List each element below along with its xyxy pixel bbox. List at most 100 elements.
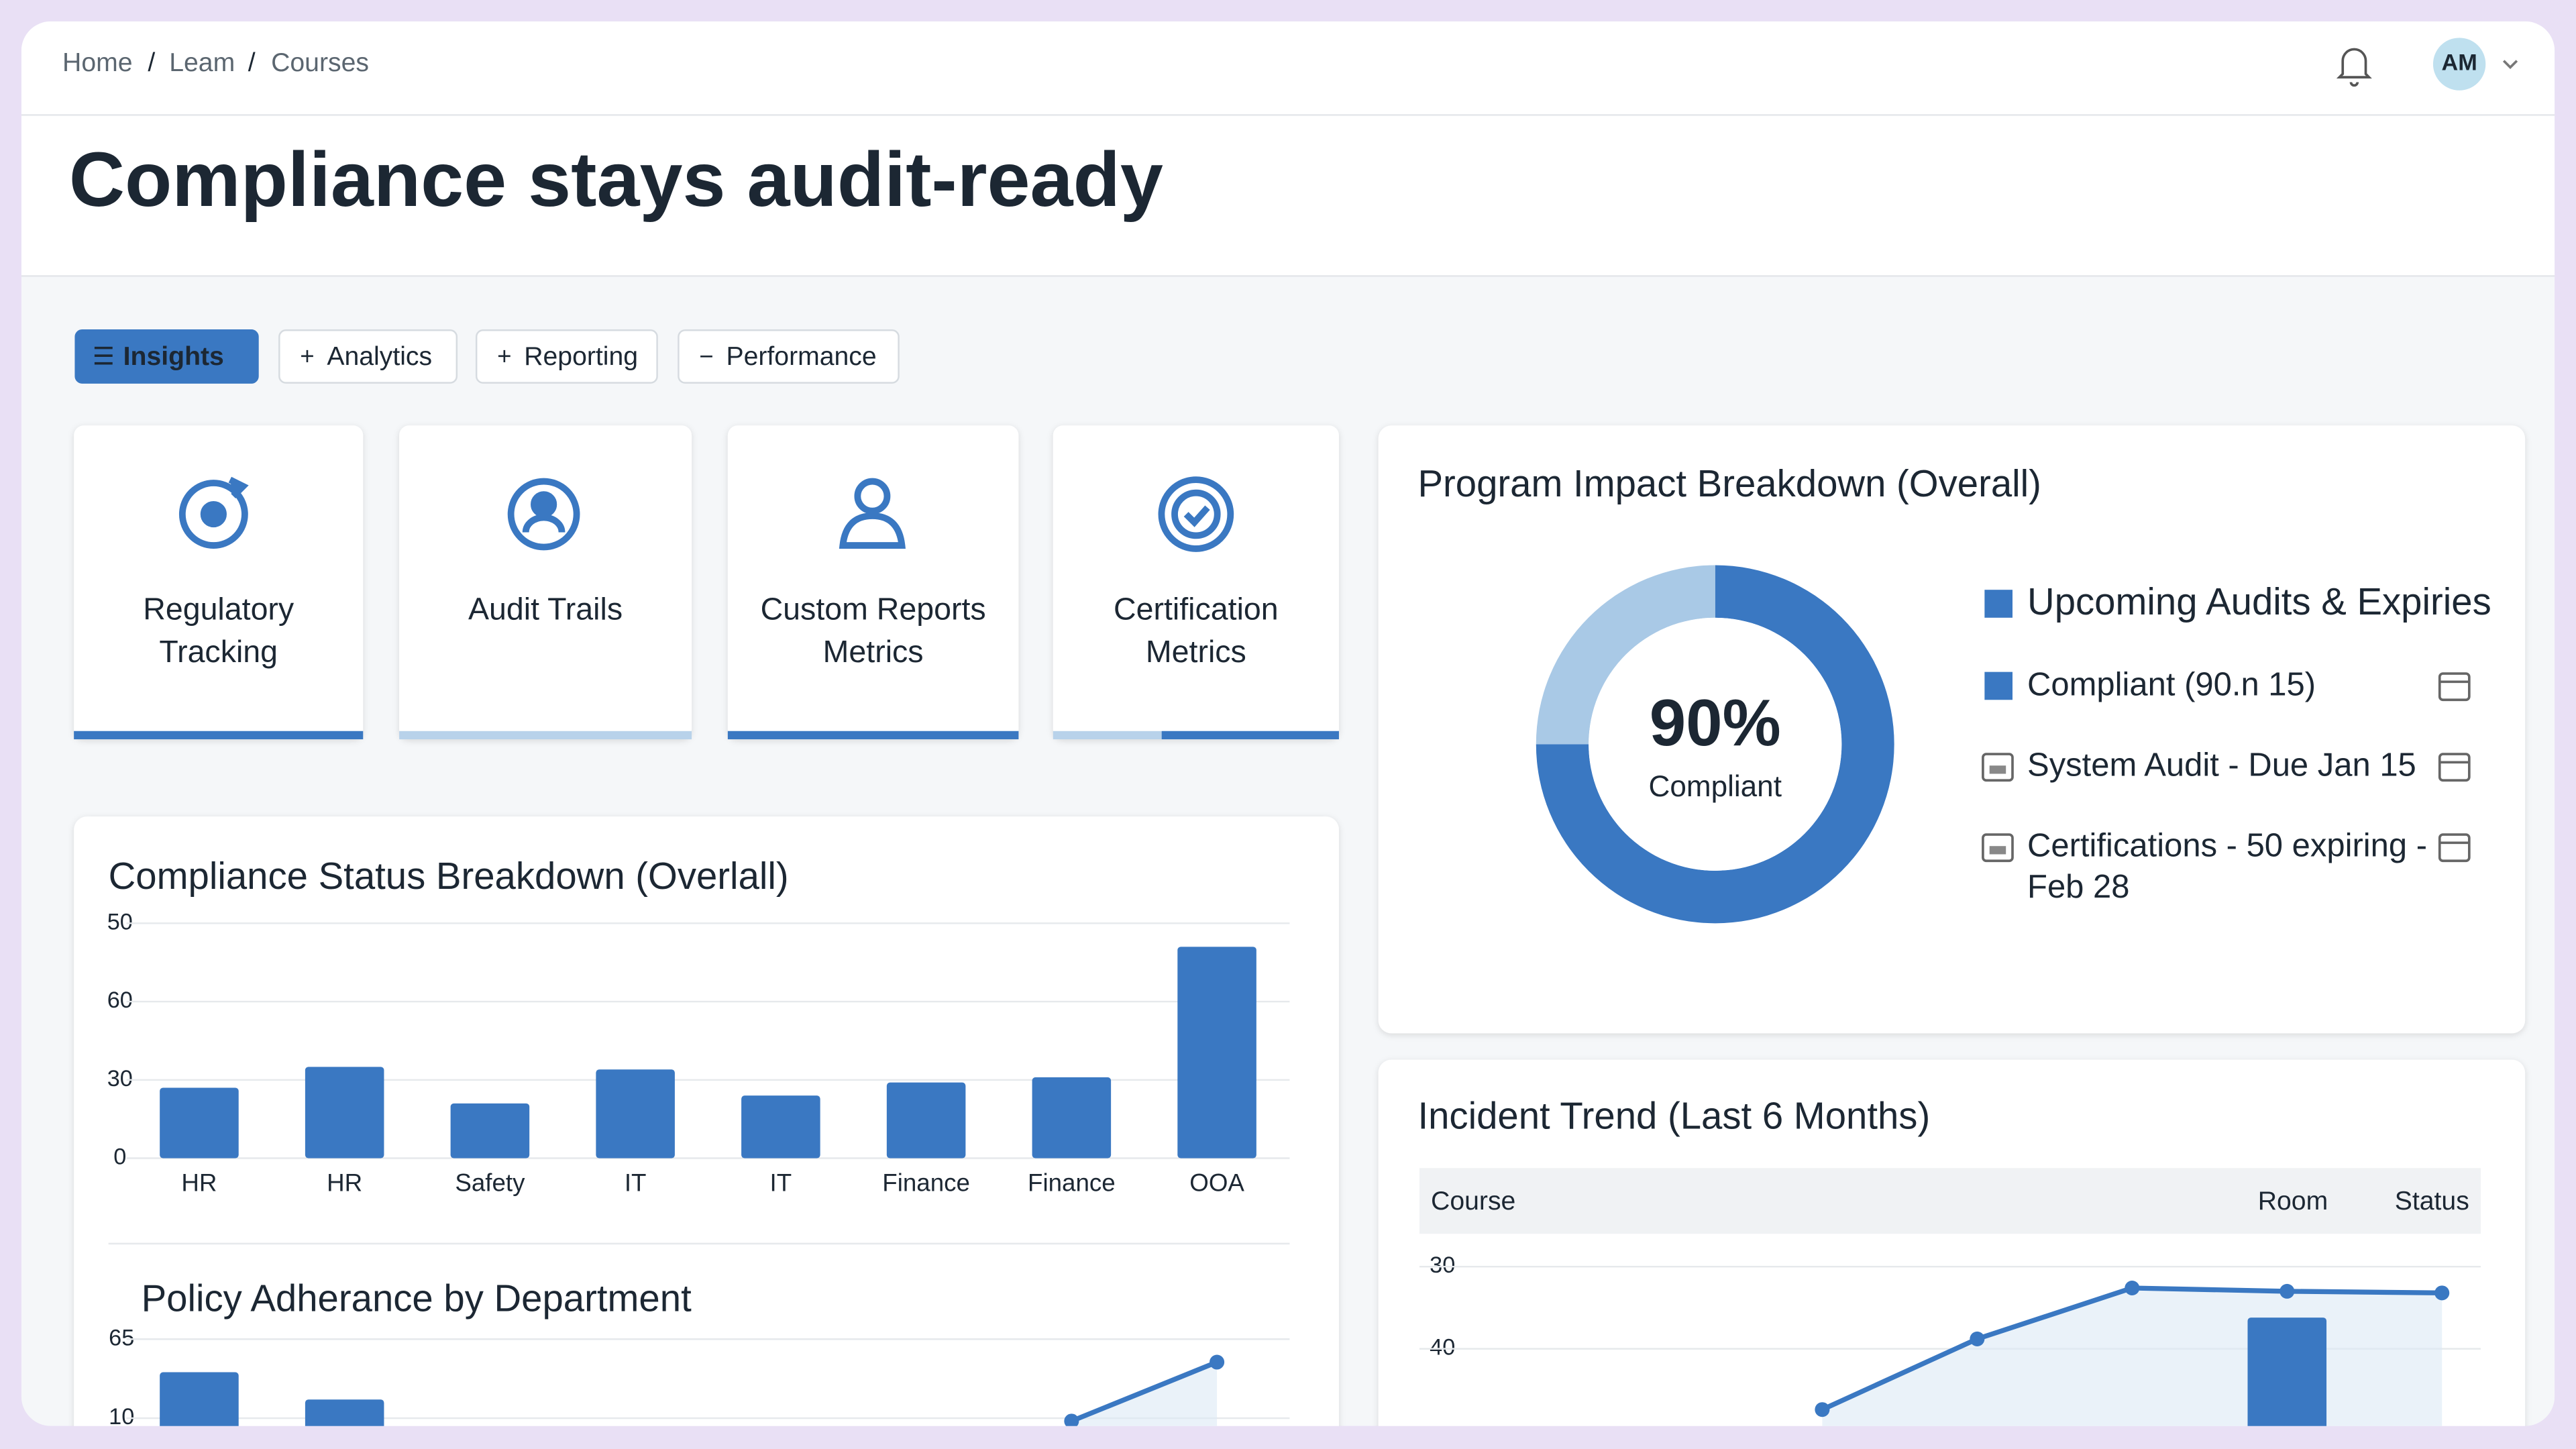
tab[interactable] (475, 329, 658, 384)
legend-swatch (1984, 672, 2012, 700)
progress-track (399, 731, 692, 740)
panel-title: Policy Adherance by Department (142, 1277, 692, 1319)
card[interactable] (74, 425, 364, 740)
bar (450, 1103, 530, 1159)
x-tick-label: Finance (1028, 1169, 1116, 1196)
calendar-button[interactable] (2438, 672, 2471, 702)
table-header (1419, 1168, 2481, 1234)
donut-segment (1536, 565, 1894, 924)
panel-title: Program Impact Breakdown (Overall) (1417, 462, 2041, 504)
tab-icon: + (497, 343, 511, 370)
donut-center-value: 90% (1650, 686, 1781, 759)
y-tick-label: 50 (107, 909, 133, 934)
header-bg (21, 21, 2555, 276)
tab[interactable] (74, 329, 259, 384)
bar (1177, 947, 1256, 1159)
breadcrumb-sep: / (148, 48, 155, 77)
tab-label: Analytics (327, 342, 432, 371)
y-tick-label: 10 (109, 1404, 134, 1430)
y-tick-label: 40 (1430, 1335, 1455, 1360)
column-header: Status (2395, 1187, 2469, 1216)
panel (74, 816, 1339, 1426)
bar (596, 1069, 675, 1159)
bell-icon[interactable] (2336, 48, 2372, 87)
avatar[interactable] (2432, 38, 2486, 91)
card[interactable] (399, 425, 692, 740)
progress-fill (1161, 731, 1339, 740)
calendar-button[interactable] (2438, 753, 2471, 782)
avatar-initials: AM (2441, 50, 2477, 76)
point (1064, 1413, 1079, 1426)
legend-label: Certifications - 50 expiring - (2027, 828, 2427, 864)
legend-calendar-dot (1989, 846, 2006, 855)
bar (741, 1095, 820, 1159)
tab[interactable] (278, 329, 458, 384)
donut-segment (1536, 565, 1715, 745)
legend-label: Upcoming Audits & Expiries (2027, 580, 2491, 623)
tab-label: Reporting (524, 342, 638, 371)
y-tick-label: 60 (107, 987, 133, 1013)
tab-icon: − (699, 343, 713, 370)
breadcrumb[interactable]: Leam (169, 48, 235, 77)
progress-fill (727, 731, 1019, 740)
x-tick-label: HR (327, 1169, 362, 1196)
breadcrumb[interactable]: Home (62, 48, 132, 77)
y-tick-label: 30 (107, 1066, 133, 1091)
tab-label: Performance (726, 342, 876, 371)
column-header: Course (1431, 1187, 1515, 1216)
card-label: Metrics (1146, 634, 1246, 669)
tab[interactable] (678, 329, 900, 384)
x-tick-label: IT (770, 1169, 792, 1196)
legend-calendar (1982, 833, 2014, 863)
legend-label: System Audit - Due Jan 15 (2027, 747, 2416, 784)
legend-label: Compliant (90.n 15) (2027, 667, 2316, 703)
legend-swatch (1984, 590, 2012, 618)
card-label: Audit Trails (468, 591, 623, 626)
point (2434, 1285, 2450, 1301)
point (1815, 1402, 1830, 1417)
card[interactable] (1053, 425, 1339, 740)
x-tick-label: IT (625, 1169, 647, 1196)
bar (160, 1372, 239, 1426)
tab-icon: + (300, 343, 314, 370)
legend-label: Feb 28 (2027, 869, 2129, 905)
breadcrumb[interactable]: Courses (271, 48, 369, 77)
card-label: Custom Reports (761, 591, 986, 626)
tab-icon: ☰ (93, 343, 115, 370)
y-tick-label: 65 (109, 1325, 134, 1350)
bar (1032, 1077, 1112, 1159)
donut-center-label: Compliant (1649, 770, 1782, 803)
area (1071, 1362, 1218, 1426)
card-label: Metrics (823, 634, 924, 669)
point (2279, 1283, 2295, 1299)
bar (305, 1399, 384, 1426)
legend-calendar-dot (1989, 765, 2006, 774)
line (1070, 1360, 1218, 1424)
card-label: Regulatory (143, 591, 294, 626)
donut-hole (1589, 617, 1842, 871)
bar (160, 1087, 239, 1159)
window: Home / Leam / Courses AM Compliance stay… (21, 21, 2555, 1430)
x-tick-label: Finance (882, 1169, 970, 1196)
progress-fill (74, 731, 364, 740)
y-tick-label: 30 (1430, 1252, 1455, 1278)
legend-calendar (1982, 753, 2014, 782)
y-tick-label: 0 (113, 1144, 126, 1170)
panel-title: Incident Trend (Last 6 Months) (1417, 1095, 1930, 1137)
calendar-button[interactable] (2438, 833, 2471, 863)
x-tick-label: OOA (1189, 1169, 1244, 1196)
bar (2247, 1318, 2327, 1426)
card-label: Tracking (159, 634, 278, 669)
panel-title: Compliance Status Breakdown (Overlall) (109, 855, 789, 897)
x-tick-label: Safety (455, 1169, 525, 1196)
card[interactable] (727, 425, 1019, 740)
chevron[interactable] (2502, 60, 2518, 70)
point (1210, 1354, 1225, 1370)
tab-label: Insights (123, 342, 224, 371)
point (1970, 1331, 1985, 1346)
bar (305, 1067, 384, 1159)
breadcrumb-sep: / (248, 48, 256, 77)
x-tick-label: HR (181, 1169, 217, 1196)
